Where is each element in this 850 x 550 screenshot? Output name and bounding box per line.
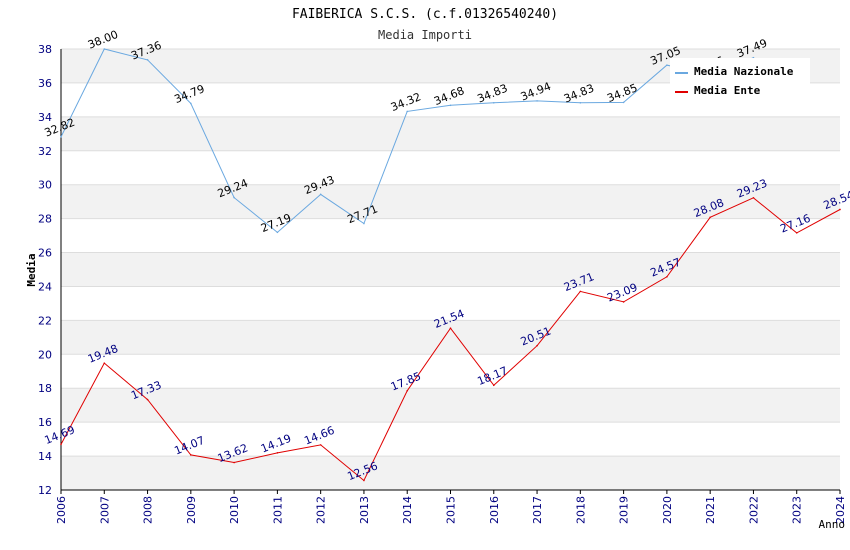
grid-bands bbox=[61, 49, 840, 490]
y-tick-label: 20 bbox=[38, 348, 52, 361]
legend-box bbox=[670, 58, 810, 100]
grid-band bbox=[61, 184, 840, 219]
data-point bbox=[233, 196, 235, 199]
data-point bbox=[190, 454, 192, 456]
gridlines bbox=[61, 48, 840, 491]
y-tick-label: 24 bbox=[38, 280, 52, 293]
data-point bbox=[666, 64, 668, 66]
series-lines bbox=[60, 48, 841, 482]
legend: Media Nazionale Media Ente bbox=[670, 58, 810, 100]
x-tick-label: 2010 bbox=[228, 496, 241, 524]
data-point bbox=[319, 444, 322, 446]
data-label: 14.66 bbox=[302, 424, 336, 448]
data-point bbox=[795, 232, 798, 234]
x-tick-label: 2017 bbox=[531, 496, 544, 524]
grid-band bbox=[61, 456, 840, 490]
y-tick-label: 26 bbox=[38, 247, 52, 260]
grid-band bbox=[61, 252, 840, 287]
x-tick-label: 2008 bbox=[142, 496, 155, 524]
data-point bbox=[839, 208, 841, 211]
data-point bbox=[103, 48, 106, 50]
x-tick-label: 2019 bbox=[618, 496, 631, 524]
x-tick-label: 2022 bbox=[747, 496, 760, 524]
x-tick-label: 2021 bbox=[704, 496, 717, 524]
x-tick-label: 2018 bbox=[574, 496, 587, 524]
data-point bbox=[622, 101, 625, 104]
y-tick-label: 28 bbox=[38, 213, 52, 226]
data-point bbox=[622, 301, 625, 303]
y-tick-label: 30 bbox=[38, 179, 52, 192]
grid-band bbox=[61, 320, 840, 355]
y-tick-label: 38 bbox=[38, 43, 52, 56]
x-tick-labels: 2006 2007 2008 2009 2010 2011 2012 2013 2014 2015… bbox=[55, 496, 847, 524]
grid-band bbox=[61, 388, 840, 423]
data-point bbox=[536, 100, 538, 102]
y-tick-label: 32 bbox=[38, 145, 52, 158]
y-tick-label: 12 bbox=[38, 484, 52, 497]
data-point bbox=[60, 443, 62, 446]
data-point bbox=[579, 101, 582, 104]
data-point bbox=[319, 193, 322, 196]
x-tick-label: 2014 bbox=[401, 496, 414, 524]
data-label: 14.19 bbox=[259, 432, 293, 456]
data-point bbox=[449, 327, 452, 329]
legend-label-ente: Media Ente bbox=[694, 84, 761, 97]
x-tick-label: 2013 bbox=[358, 496, 371, 524]
axes bbox=[60, 49, 841, 494]
data-point bbox=[363, 479, 365, 482]
data-point bbox=[276, 452, 279, 454]
y-tick-label: 36 bbox=[38, 77, 52, 90]
data-label: 38.00 bbox=[86, 28, 120, 52]
data-point bbox=[406, 389, 409, 392]
x-tick-label: 2012 bbox=[315, 496, 328, 524]
data-point bbox=[666, 275, 668, 278]
chart-subtitle: Media Importi bbox=[378, 28, 472, 42]
x-tick-label: 2007 bbox=[98, 496, 111, 524]
data-point bbox=[579, 290, 582, 293]
data-point bbox=[363, 222, 365, 225]
y-tick-label: 18 bbox=[38, 382, 52, 395]
data-label: 34.32 bbox=[389, 90, 423, 114]
chart-title: FAIBERICA S.C.S. (c.f.01326540240) bbox=[292, 7, 558, 22]
x-tick-label: 2006 bbox=[55, 496, 68, 524]
x-tick-label: 2011 bbox=[271, 496, 284, 524]
y-tick-label: 22 bbox=[38, 314, 52, 327]
x-tick-label: 2016 bbox=[488, 496, 501, 524]
x-tick-label: 2020 bbox=[661, 496, 674, 524]
data-point bbox=[146, 59, 149, 61]
data-label: 34.83 bbox=[562, 82, 596, 106]
data-point bbox=[492, 101, 495, 104]
x-tick-label: 2015 bbox=[445, 496, 458, 524]
data-point bbox=[60, 136, 62, 138]
y-tick-labels: 12 14 16 18 20 22 24 26 28 30 32 34 36 38 bbox=[38, 43, 52, 497]
y-tick-label: 14 bbox=[38, 450, 52, 463]
data-point bbox=[709, 216, 711, 219]
x-tick-label: 2024 bbox=[834, 496, 847, 524]
data-label: 34.85 bbox=[605, 81, 639, 105]
data-point bbox=[536, 344, 538, 347]
y-tick-label: 34 bbox=[38, 111, 52, 124]
x-tick-label: 2023 bbox=[791, 496, 804, 524]
y-tick-label: 16 bbox=[38, 416, 52, 429]
y-axis-label: Media bbox=[25, 253, 38, 286]
data-point bbox=[406, 110, 409, 113]
legend-label-nazionale: Media Nazionale bbox=[694, 65, 794, 78]
data-point bbox=[752, 196, 755, 199]
data-point bbox=[449, 104, 452, 107]
data-point bbox=[492, 384, 495, 387]
data-point bbox=[276, 231, 279, 234]
data-point bbox=[190, 102, 192, 105]
data-point bbox=[233, 461, 235, 464]
x-tick-label: 2009 bbox=[185, 496, 198, 524]
data-point bbox=[146, 398, 149, 401]
data-point bbox=[103, 362, 106, 364]
x-axis-label: Anno bbox=[819, 518, 846, 531]
grid-band bbox=[61, 116, 840, 151]
